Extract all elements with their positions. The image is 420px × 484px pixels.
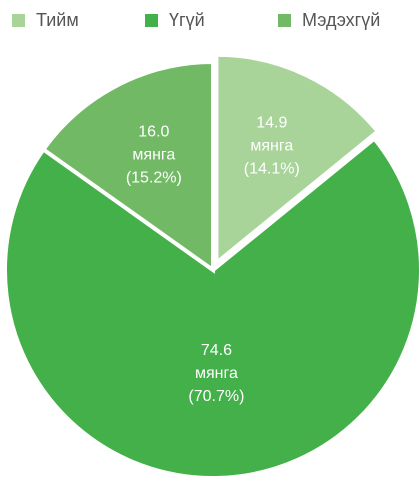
legend-swatch xyxy=(12,14,25,27)
data-label: (70.7%) xyxy=(188,388,244,405)
pie-slice xyxy=(214,52,381,267)
data-label: мянга xyxy=(195,365,238,382)
data-label: (14.1%) xyxy=(244,161,300,178)
data-label: 14.9 xyxy=(256,115,287,132)
pie-slice xyxy=(3,135,420,480)
legend-swatch xyxy=(145,14,158,27)
data-label: (15.2%) xyxy=(126,170,182,187)
pie-slice xyxy=(40,59,215,274)
legend-label: Үгүй xyxy=(169,10,205,30)
data-label: мянга xyxy=(132,147,175,164)
data-label: 74.6 xyxy=(201,342,232,359)
data-label: мянга xyxy=(250,138,293,155)
legend-label: Тийм xyxy=(36,10,79,30)
legend-swatch xyxy=(278,14,291,27)
legend-label: Мэдэхгүй xyxy=(302,10,380,30)
data-label: 16.0 xyxy=(138,124,169,141)
